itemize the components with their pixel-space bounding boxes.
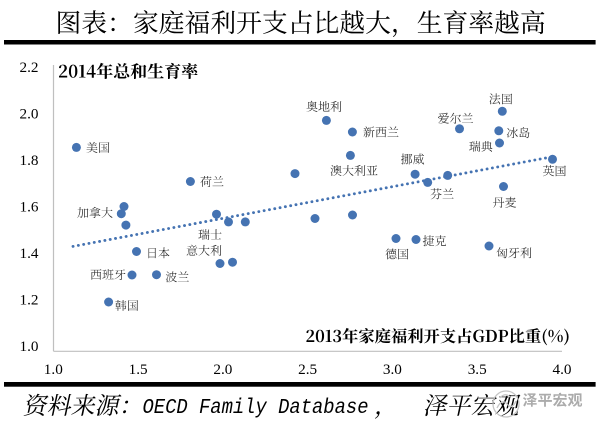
svg-text:1.0: 1.0	[20, 338, 39, 355]
svg-text:1.6: 1.6	[20, 199, 39, 216]
svg-text:2.0: 2.0	[213, 361, 232, 378]
svg-text:2.2: 2.2	[20, 59, 39, 76]
svg-text:2.5: 2.5	[298, 361, 317, 378]
svg-text:1.8: 1.8	[20, 152, 39, 169]
svg-text:1.5: 1.5	[129, 361, 148, 378]
svg-text:3.5: 3.5	[468, 361, 487, 378]
svg-text:4.0: 4.0	[553, 361, 572, 378]
svg-text:1.4: 1.4	[20, 245, 39, 262]
svg-text:1.0: 1.0	[44, 361, 63, 378]
svg-text:OECD Family Database: OECD Family Database	[143, 397, 369, 420]
svg-text:2.0: 2.0	[20, 106, 39, 123]
svg-text:1.2: 1.2	[20, 292, 39, 309]
svg-text:3.0: 3.0	[383, 361, 402, 378]
